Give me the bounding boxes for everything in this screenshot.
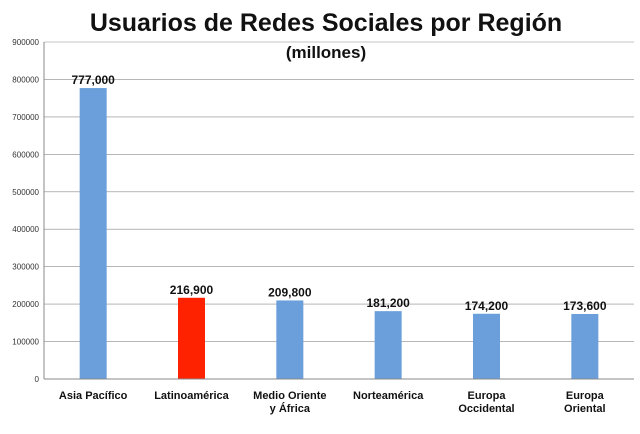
bar — [79, 88, 107, 379]
y-axis-ticks: 0 100000 200000 300000 400000 500000 600000 700… — [12, 38, 39, 384]
y-tick-label: 500000 — [12, 188, 39, 197]
y-tick-label: 900000 — [12, 38, 39, 47]
x-tick-label: Europa Oriental — [564, 390, 606, 415]
x-tick-label-line: Medio Oriente — [253, 390, 326, 402]
x-tick-label: Asia Pacífico — [59, 390, 128, 402]
x-tick-label: Medio Oriente y África — [253, 390, 326, 415]
y-tick-label: 200000 — [12, 300, 39, 309]
x-tick-label-line: Europa — [566, 390, 605, 402]
x-tick-label-line: Latinoamérica — [154, 390, 229, 402]
y-tick-label: 300000 — [12, 263, 39, 272]
chart-subtitle: (millones) — [286, 43, 366, 62]
y-tick-label: 700000 — [12, 113, 39, 122]
data-labels: 777,000 216,900 209,800 181,200 174,200 173,6… — [71, 73, 606, 313]
x-tick-label-line: Occidental — [458, 403, 514, 415]
y-tick-label: 800000 — [12, 75, 39, 84]
data-label: 173,600 — [563, 299, 607, 313]
x-tick-label: Latinoamérica — [154, 390, 229, 402]
x-tick-label-line: Asia Pacífico — [59, 390, 128, 402]
chart-title: Usuarios de Redes Sociales por Región — [90, 9, 562, 37]
data-label: 174,200 — [465, 299, 509, 313]
x-tick-label-line: Oriental — [564, 403, 606, 415]
bar — [571, 313, 599, 379]
x-tick-label-line: y África — [270, 402, 311, 415]
y-tick-label: 600000 — [12, 150, 39, 159]
x-axis-ticks: Asia Pacífico Latinoamérica Medio Oriente y… — [59, 390, 606, 415]
bar — [178, 297, 205, 379]
bar — [473, 313, 500, 379]
y-tick-label: 0 — [35, 375, 40, 384]
data-label: 209,800 — [268, 285, 312, 299]
bar — [276, 300, 304, 379]
bar — [374, 311, 402, 379]
y-tick-label: 100000 — [12, 338, 39, 347]
data-label: 216,900 — [170, 283, 214, 297]
x-tick-label-line: Norteamérica — [353, 390, 424, 402]
x-tick-label: Europa Occidental — [458, 390, 514, 415]
gridlines — [44, 41, 634, 342]
data-label: 777,000 — [71, 73, 115, 87]
x-tick-label: Norteamérica — [353, 390, 424, 402]
y-tick-label: 400000 — [12, 225, 39, 234]
x-tick-label-line: Europa — [468, 390, 507, 402]
bars — [79, 88, 599, 379]
data-label: 181,200 — [366, 296, 410, 310]
